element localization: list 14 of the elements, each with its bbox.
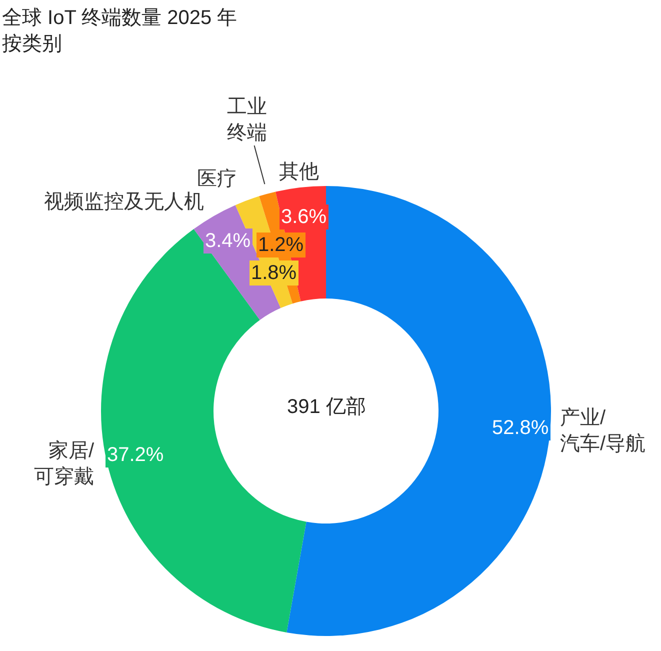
chart-title: 全球 IoT 终端数量 2025 年按类别 <box>2 7 238 56</box>
data-label: 3.4% <box>205 230 251 252</box>
data-label: 1.8% <box>251 262 297 284</box>
data-label: 1.2% <box>258 234 304 256</box>
slice-label: 医疗 <box>197 168 237 190</box>
slice-label: 家居/可穿戴 <box>34 440 94 488</box>
data-label: 3.6% <box>281 206 327 228</box>
slice-label: 视频监控及无人机 <box>44 191 204 213</box>
slice-label: 工业终端 <box>227 96 267 144</box>
data-label: 52.8% <box>492 417 549 439</box>
text: 391 亿部 <box>287 396 366 418</box>
legend-label: 产业/汽车/导航 <box>560 407 646 455</box>
data-label: 37.2% <box>107 444 164 466</box>
slice-label: 其他 <box>279 161 319 183</box>
